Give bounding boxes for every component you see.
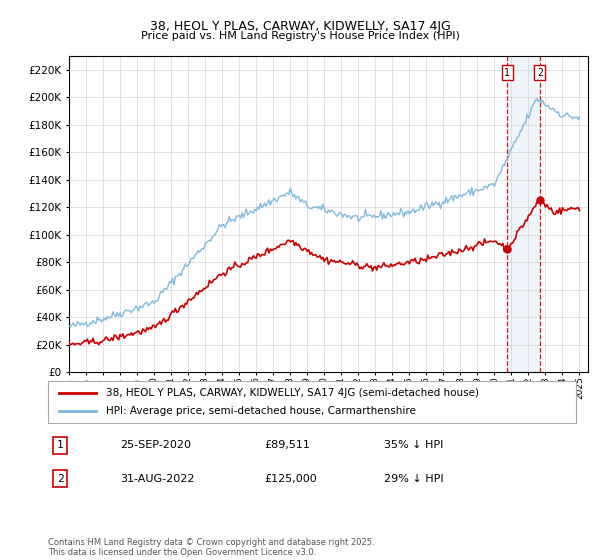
Text: 38, HEOL Y PLAS, CARWAY, KIDWELLY, SA17 4JG (semi-detached house): 38, HEOL Y PLAS, CARWAY, KIDWELLY, SA17 …	[106, 388, 479, 398]
Text: 2: 2	[537, 68, 543, 77]
Text: 38, HEOL Y PLAS, CARWAY, KIDWELLY, SA17 4JG: 38, HEOL Y PLAS, CARWAY, KIDWELLY, SA17 …	[149, 20, 451, 32]
Text: 2: 2	[56, 474, 64, 484]
Text: £125,000: £125,000	[264, 474, 317, 484]
Text: £89,511: £89,511	[264, 440, 310, 450]
Text: 29% ↓ HPI: 29% ↓ HPI	[384, 474, 443, 484]
Text: HPI: Average price, semi-detached house, Carmarthenshire: HPI: Average price, semi-detached house,…	[106, 406, 416, 416]
Text: 1: 1	[504, 68, 510, 77]
Text: 31-AUG-2022: 31-AUG-2022	[120, 474, 194, 484]
Text: Contains HM Land Registry data © Crown copyright and database right 2025.
This d: Contains HM Land Registry data © Crown c…	[48, 538, 374, 557]
Text: 25-SEP-2020: 25-SEP-2020	[120, 440, 191, 450]
Bar	[507, 56, 540, 372]
Text: Price paid vs. HM Land Registry's House Price Index (HPI): Price paid vs. HM Land Registry's House …	[140, 31, 460, 41]
Text: 1: 1	[56, 440, 64, 450]
FancyBboxPatch shape	[48, 381, 576, 423]
Text: 35% ↓ HPI: 35% ↓ HPI	[384, 440, 443, 450]
